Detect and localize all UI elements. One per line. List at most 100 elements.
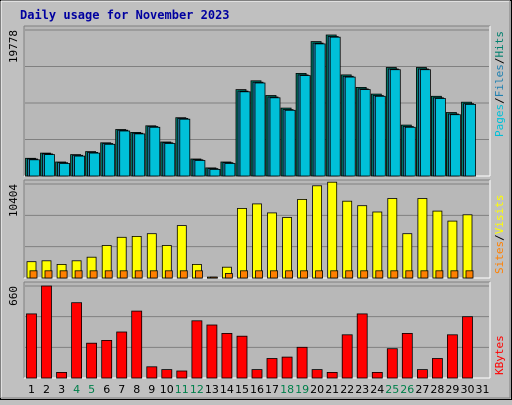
x-tick-label-23: 23 [355, 383, 369, 396]
bar-kbytes-day-16 [251, 369, 263, 379]
bar-kbytes-day-2 [41, 285, 52, 379]
bar-kbytes-day-11 [176, 370, 188, 379]
bar-kbytes-day-8 [131, 310, 143, 379]
x-tick-label-18: 18 [280, 383, 294, 396]
bar-sites-day-4 [74, 270, 83, 279]
bar-pages-day-25 [389, 69, 401, 177]
bar-visits-day-20 [312, 185, 323, 279]
x-tick-label-22: 22 [340, 383, 354, 396]
x-tick-label-28: 28 [430, 383, 444, 396]
bar-pages-day-17 [269, 97, 281, 177]
x-tick-labels: 1 2 3 4 5 6 7 8 9 10 11 12 13 14 15 16 17 18 19 20 21 22 23 24 2… [28, 383, 490, 396]
bar-kbytes-day-3 [56, 371, 67, 379]
bar-kbytes-day-27 [416, 369, 428, 379]
bar-sites-day-8 [134, 270, 143, 279]
bar-pages-day-30 [465, 104, 476, 177]
bars-hits-files-pages [25, 34, 476, 177]
side-label-part: Files [493, 64, 506, 97]
bar-kbytes-day-12 [191, 320, 203, 379]
x-tick-label-8: 8 [133, 383, 140, 396]
x-tick-label-12: 12 [190, 383, 204, 396]
bar-sites-day-14 [224, 273, 233, 279]
bar-pages-day-12 [194, 160, 206, 177]
ylim-label: 660 [7, 286, 20, 306]
bar-pages-day-6 [104, 143, 116, 177]
x-tick-label-6: 6 [103, 383, 110, 396]
bar-kbytes-day-14 [221, 332, 233, 379]
bar-pages-day-19 [299, 75, 311, 177]
bar-kbytes-day-13 [206, 324, 218, 379]
bar-pages-day-2 [44, 154, 55, 177]
bar-pages-day-8 [134, 133, 146, 177]
x-tick-label-13: 13 [205, 383, 219, 396]
bar-sites-day-5 [89, 270, 98, 279]
bar-kbytes-day-5 [86, 342, 97, 379]
bar-kbytes-day-28 [431, 358, 443, 379]
side-label: Sites/Visits [493, 195, 506, 275]
bar-kbytes-day-1 [26, 313, 37, 379]
bar-kbytes-day-20 [311, 369, 323, 379]
x-tick-label-30: 30 [461, 383, 475, 396]
x-tick-label-27: 27 [415, 383, 429, 396]
bar-visits-day-23 [357, 205, 368, 279]
bar-pages-day-4 [74, 155, 85, 177]
x-tick-label-17: 17 [265, 383, 279, 396]
bar-visits-day-22 [342, 200, 353, 279]
bar-sites-day-3 [59, 270, 68, 279]
x-tick-label-4: 4 [73, 383, 80, 396]
side-label-part: Hits [493, 31, 506, 58]
bar-kbytes-day-15 [236, 335, 248, 379]
x-tick-label-11: 11 [175, 383, 189, 396]
bar-sites-day-26 [405, 270, 414, 279]
bar-pages-day-23 [359, 89, 371, 177]
x-tick-label-2: 2 [43, 383, 50, 396]
ylim-label: 10404 [7, 184, 20, 217]
bar-visits-day-25 [387, 198, 398, 279]
x-tick-label-31: 31 [476, 383, 490, 396]
bar-pages-day-3 [59, 163, 70, 177]
bar-sites-day-19 [300, 270, 309, 279]
bar-sites-day-1 [29, 270, 38, 279]
side-label: Pages/Files/Hits [493, 31, 506, 137]
bar-visits-day-19 [297, 198, 308, 279]
bar-pages-day-1 [29, 159, 40, 177]
bar-pages-day-26 [404, 126, 416, 177]
x-tick-label-20: 20 [310, 383, 324, 396]
bar-pages-day-5 [89, 152, 100, 177]
bar-kbytes-day-4 [71, 302, 82, 379]
x-tick-label-16: 16 [250, 383, 264, 396]
bar-pages-day-9 [149, 126, 161, 177]
panel-kbytes: 660 KBytes [7, 281, 506, 379]
x-tick-label-10: 10 [160, 383, 174, 396]
bar-kbytes-day-21 [326, 371, 338, 379]
bar-pages-day-20 [314, 43, 326, 177]
bar-sites-day-22 [345, 270, 354, 279]
side-label-part: / [493, 97, 506, 104]
bar-visits-day-15 [237, 207, 247, 279]
bar-visits-day-28 [432, 210, 443, 279]
bar-pages-day-27 [419, 69, 431, 177]
side-label: KBytes [493, 335, 506, 375]
bar-sites-day-9 [149, 270, 158, 279]
bar-pages-day-13 [209, 168, 221, 177]
x-tick-label-21: 21 [325, 383, 339, 396]
side-label-part: Pages [493, 104, 506, 137]
bar-pages-day-10 [164, 143, 176, 177]
bar-kbytes-day-24 [371, 371, 383, 379]
side-label-part: Visits [493, 195, 506, 235]
side-label-part: / [493, 58, 506, 65]
bar-sites-day-29 [450, 270, 459, 279]
bar-sites-day-16 [255, 270, 263, 279]
bar-sites-day-6 [104, 270, 113, 279]
bar-pages-day-11 [179, 118, 191, 177]
bar-kbytes-day-10 [161, 369, 173, 379]
bar-pages-day-14 [224, 163, 236, 177]
bar-sites-day-20 [315, 270, 324, 279]
bar-kbytes-day-22 [341, 334, 353, 379]
bar-pages-day-15 [239, 91, 251, 177]
bar-sites-day-15 [240, 270, 248, 279]
bar-visits-day-29 [447, 220, 458, 279]
